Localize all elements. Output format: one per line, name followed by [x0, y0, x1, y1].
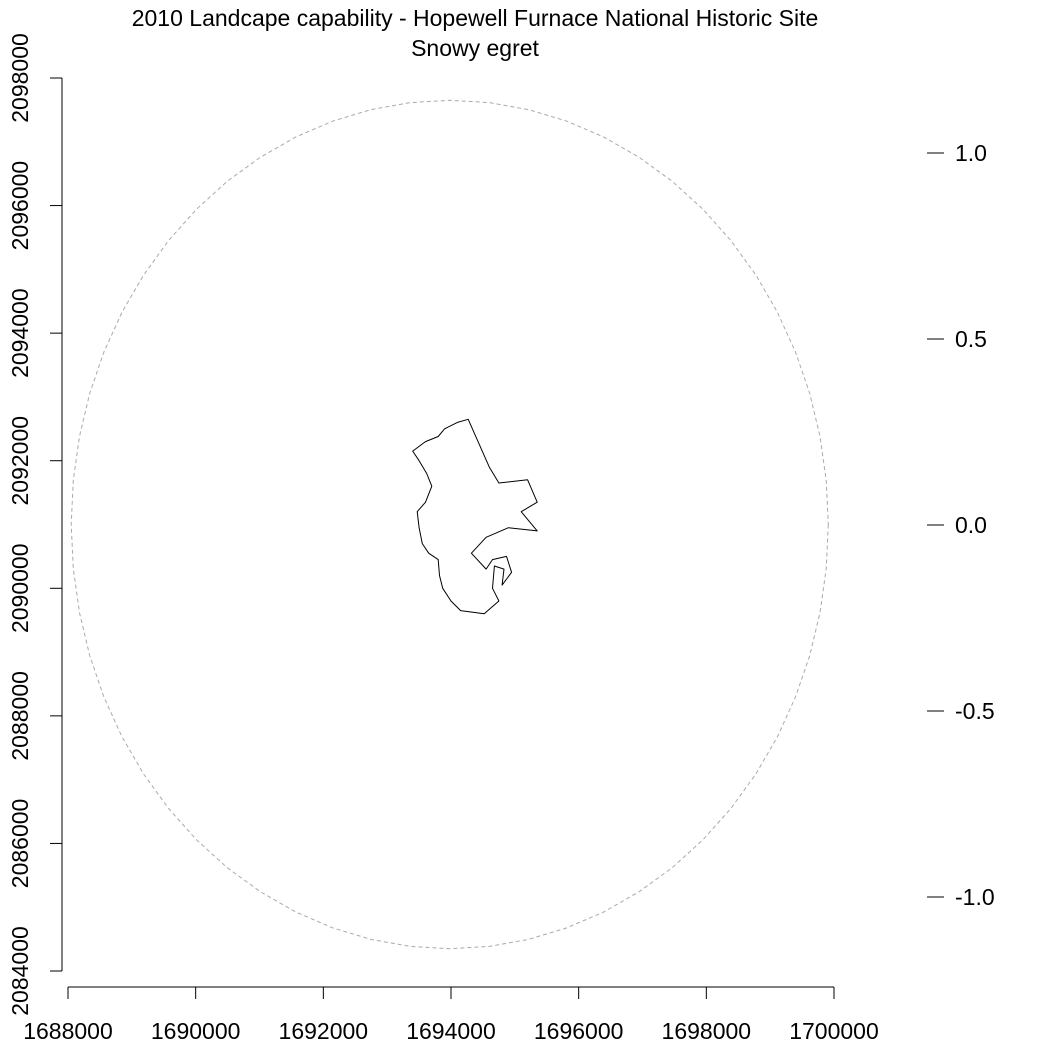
y-tick-label: 2094000 — [7, 288, 33, 378]
y-tick-label: 2086000 — [7, 799, 33, 889]
x-tick-label: 1692000 — [279, 1018, 369, 1044]
chart-subtitle: Snowy egret — [411, 35, 539, 61]
y-tick-label: 2098000 — [7, 33, 33, 123]
park-boundary — [412, 418, 538, 615]
x-tick-label: 1696000 — [534, 1018, 624, 1044]
legend-axis: 1.0 0.5 0.0 -0.5 -1.0 — [927, 140, 995, 910]
x-tick-label: 1700000 — [789, 1018, 879, 1044]
y-tick-label: 2084000 — [7, 926, 33, 1016]
x-axis: 1688000 1690000 1692000 1694000 1696000 16980… — [23, 986, 879, 1044]
buffer-circle — [70, 99, 829, 950]
legend-tick-label: 0.0 — [955, 512, 987, 538]
chart-title: 2010 Landcape capability - Hopewell Furn… — [132, 5, 819, 31]
x-tick-label: 1698000 — [662, 1018, 752, 1044]
x-tick-label: 1688000 — [23, 1018, 113, 1044]
y-axis: 2084000 2086000 2088000 2090000 2092000 20940… — [7, 33, 63, 1016]
map-data-layer — [70, 99, 829, 950]
legend-tick-label: -0.5 — [955, 698, 995, 724]
y-tick-label: 2096000 — [7, 161, 33, 251]
y-tick-label: 2090000 — [7, 544, 33, 634]
legend-tick-label: 1.0 — [955, 140, 987, 166]
legend-tick-label: 0.5 — [955, 326, 987, 352]
y-tick-label: 2092000 — [7, 416, 33, 506]
x-tick-label: 1690000 — [151, 1018, 241, 1044]
x-tick-label: 1694000 — [406, 1018, 496, 1044]
legend-tick-label: -1.0 — [955, 884, 995, 910]
y-tick-label: 2088000 — [7, 671, 33, 761]
